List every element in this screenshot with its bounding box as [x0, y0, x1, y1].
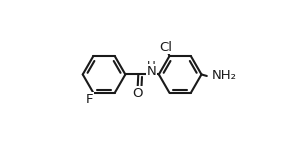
Text: NH₂: NH₂ [211, 69, 237, 82]
Text: O: O [132, 87, 143, 100]
Text: F: F [86, 93, 93, 106]
Text: N: N [146, 65, 156, 78]
Text: Cl: Cl [160, 40, 173, 53]
Text: H: H [147, 60, 156, 73]
